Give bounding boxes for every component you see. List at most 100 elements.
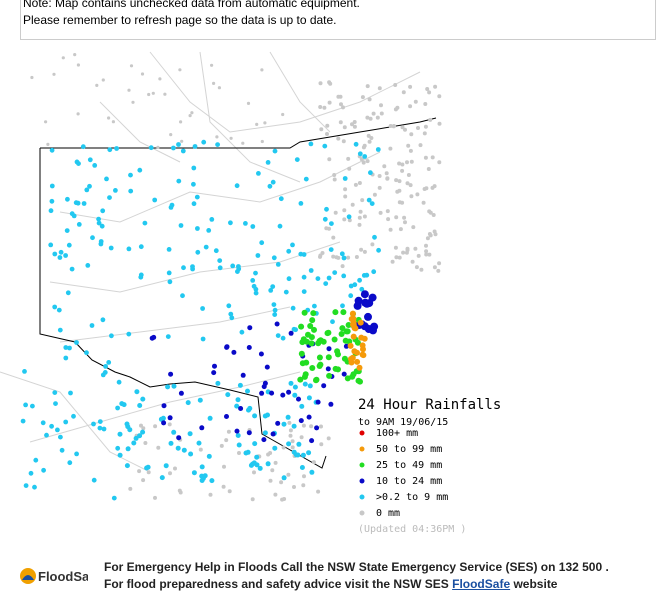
- station-dot: [306, 414, 312, 420]
- legend-swatch: [359, 430, 365, 436]
- station-dot: [342, 125, 347, 130]
- station-dot: [418, 143, 423, 148]
- station-dot: [348, 283, 354, 289]
- legend-label: >0.2 to 9 mm: [376, 492, 448, 503]
- station-dot: [74, 451, 79, 457]
- station-dot: [437, 160, 442, 165]
- station-dot: [397, 255, 402, 260]
- station-dot: [138, 272, 144, 278]
- station-dot: [413, 99, 418, 104]
- station-dot: [237, 451, 241, 455]
- station-dot: [409, 132, 414, 137]
- station-dot: [376, 247, 381, 253]
- station-dot: [147, 92, 151, 97]
- station-dot: [388, 146, 393, 151]
- station-dot: [238, 406, 244, 411]
- station-dot: [126, 246, 132, 252]
- legend-label: 0 mm: [376, 508, 400, 519]
- legend: 24 Hour Rainfalls to 9AM 19/06/15 100+ m…: [358, 397, 501, 535]
- station-dot: [65, 290, 71, 296]
- legend-subtitle: to 9AM 19/06/15: [358, 417, 448, 428]
- station-dot: [377, 86, 382, 91]
- rivers: [0, 51, 421, 473]
- station-dot: [353, 301, 362, 310]
- station-dot: [414, 265, 419, 270]
- station-dot: [419, 267, 424, 272]
- station-dot: [163, 463, 169, 469]
- station-dot: [98, 239, 104, 244]
- station-dot: [101, 78, 105, 82]
- station-dot: [207, 415, 213, 421]
- station-dot: [314, 425, 320, 431]
- station-dot: [303, 359, 310, 366]
- footer: FloodSafe For Emergency Help in Floods C…: [18, 558, 658, 598]
- station-dot: [96, 216, 101, 222]
- station-dot: [67, 345, 72, 351]
- legend-label: 100+ mm: [376, 428, 418, 439]
- station-dot: [406, 143, 411, 148]
- station-dot: [364, 325, 373, 333]
- station-dot: [241, 141, 245, 145]
- station-dot: [392, 124, 396, 128]
- station-dot: [351, 348, 358, 355]
- floodsafe-link[interactable]: FloodSafe: [452, 577, 511, 591]
- floodsafe-logo: FloodSafe: [20, 568, 88, 584]
- station-dot: [125, 446, 131, 452]
- station-dot: [261, 384, 267, 390]
- station-dot: [211, 370, 217, 376]
- station-dot: [226, 303, 232, 309]
- station-dot: [84, 350, 89, 356]
- station-dot: [340, 264, 345, 269]
- station-dot: [176, 435, 182, 441]
- station-dot: [405, 181, 410, 186]
- station-dot: [299, 403, 305, 409]
- station-dot: [280, 392, 286, 398]
- station-dot: [341, 255, 347, 261]
- station-dot: [178, 68, 182, 72]
- station-dot: [71, 413, 76, 419]
- station-dot: [297, 376, 304, 383]
- station-dot: [137, 167, 143, 173]
- station-dot: [328, 401, 334, 407]
- station-dot: [99, 223, 105, 229]
- station-dot: [333, 210, 338, 215]
- station-dot: [109, 333, 114, 339]
- station-dot: [168, 471, 172, 476]
- station-dot: [281, 475, 287, 481]
- station-dot: [307, 383, 313, 389]
- station-dot: [265, 160, 271, 165]
- station-dot: [349, 354, 356, 361]
- station-dot: [286, 248, 292, 254]
- station-dot: [64, 228, 70, 234]
- station-dot: [167, 422, 172, 427]
- station-dot: [96, 220, 102, 226]
- station-dot: [142, 220, 148, 226]
- station-dot: [312, 303, 317, 309]
- station-dot: [30, 75, 34, 80]
- station-dot: [366, 133, 371, 138]
- station-dot: [219, 443, 224, 448]
- logo-text: FloodSafe: [38, 569, 88, 584]
- station-dot: [375, 147, 381, 152]
- station-dot: [108, 245, 114, 251]
- station-dot: [416, 253, 421, 258]
- station-dot: [388, 227, 393, 232]
- station-dot: [234, 428, 240, 434]
- station-dot: [57, 327, 63, 333]
- station-dot: [100, 208, 106, 214]
- station-dot: [432, 229, 437, 234]
- station-dot: [213, 248, 219, 254]
- station-dot: [44, 120, 48, 124]
- station-dot: [336, 136, 341, 141]
- station-dot: [288, 428, 293, 433]
- station-dot: [384, 171, 389, 176]
- station-dot: [294, 157, 300, 162]
- footer-line: For flood preparedness and safety advice…: [104, 577, 557, 591]
- station-dot: [332, 177, 337, 182]
- station-dot: [222, 464, 226, 469]
- station-dot: [400, 125, 405, 130]
- legend-updated: (Updated 04:36PM ): [358, 524, 466, 535]
- station-dot: [292, 392, 298, 398]
- legend-swatch: [359, 494, 365, 500]
- station-dot: [298, 201, 304, 206]
